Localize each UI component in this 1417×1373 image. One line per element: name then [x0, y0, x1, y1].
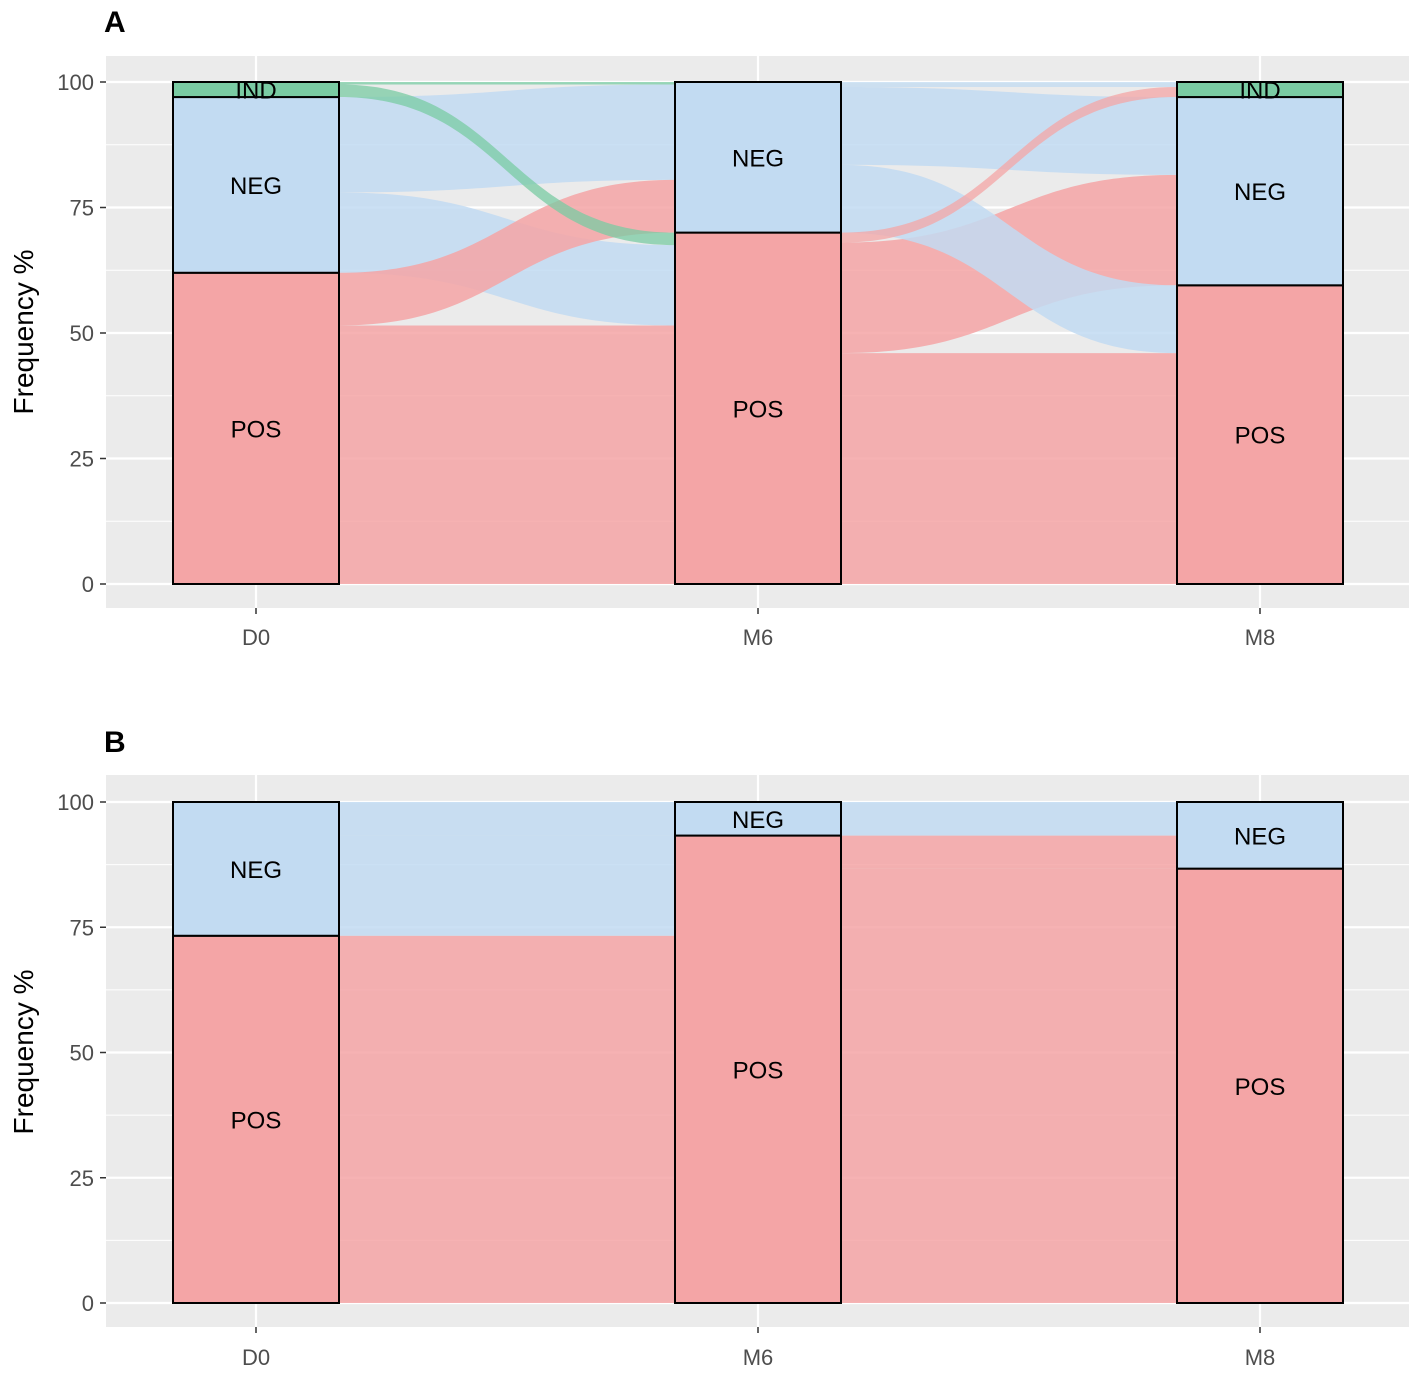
panel-b-x-tick-label-m8: M8: [1245, 1345, 1276, 1370]
panel-b-y-tick-label: 100: [57, 790, 94, 815]
panel-a-stratum-m8-ind: [1176, 81, 1344, 99]
panel-a-y-tick-label: 25: [70, 447, 94, 472]
panel-b-stratum-label-m6-pos: POS: [733, 1057, 784, 1084]
panel-a-strata: POS NEG IND POS NEG POS NEG IND: [172, 78, 1344, 585]
panel-a-y-tick-label: 50: [70, 321, 94, 346]
panel-a-stratum-m8-neg: [1176, 96, 1344, 287]
panel-a-flow-m6-pos-to-m8-pos: [841, 353, 1177, 584]
panel-a-stratum-d0-ind: [172, 81, 340, 99]
panel-b-x-ticks: D0 M6 M8: [242, 1327, 1275, 1370]
panel-b-label: B: [104, 726, 126, 759]
panel-b-stratum-m6-neg: [674, 801, 842, 837]
panel-b-y-axis-title: Frequency %: [8, 970, 39, 1135]
panel-a-x-tick-label-m6: M6: [743, 625, 774, 650]
panel-a-stratum-label-m8-pos: POS: [1235, 423, 1286, 450]
panel-a: A Frequency % POS NEG IND POS NEG POS NEG IND 0…: [8, 6, 1409, 650]
panel-a-stratum-label-m6-neg: NEG: [732, 145, 784, 172]
panel-b-flow-d0-neg-to-m6-pos: [339, 835, 675, 936]
panel-a-flow-m6-neg-to-m8-pos: [841, 164, 1177, 354]
panel-a-flow-d0-pos-to-m6-neg: [339, 179, 675, 326]
panel-a-stratum-label-d0-pos: POS: [231, 416, 282, 443]
panel-b-stratum-m8-neg: [1176, 801, 1344, 870]
panel-a-stratum-m6-pos: [674, 231, 842, 585]
panel-b-stratum-m8-pos: [1176, 867, 1344, 1304]
panel-a-flow-d0-pos-to-m6-pos: [339, 325, 675, 584]
panel-a-stratum-label-d0-ind: IND: [235, 78, 276, 105]
panel-b-stratum-label-d0-neg: NEG: [230, 857, 282, 884]
panel-a-label: A: [104, 6, 126, 39]
panel-b-stratum-m6-pos: [674, 834, 842, 1305]
panel-a-y-tick-label: 0: [82, 572, 94, 597]
panel-a-y-tick-label: 75: [70, 196, 94, 221]
panel-a-x-tick-label-m8: M8: [1245, 625, 1276, 650]
panel-b-stratum-label-m8-pos: POS: [1235, 1074, 1286, 1101]
panel-b-y-ticks: 0 25 50 75 100: [57, 790, 106, 1316]
panel-b-stratum-label-m6-neg: NEG: [732, 807, 784, 834]
panel-b-stratum-d0-neg: [172, 801, 340, 937]
panel-b-stratum-d0-pos: [172, 934, 340, 1305]
panel-b-flow-m6-pos-to-m8-pos: [841, 868, 1177, 1303]
panel-a-stratum-m8-pos: [1176, 284, 1344, 585]
panel-a-flow-d0-ind-to-m6-neg: [339, 82, 675, 85]
panel-a-stratum-label-m8-neg: NEG: [1234, 179, 1286, 206]
panel-b-y-tick-label: 75: [70, 915, 94, 940]
panel-a-stratum-label-d0-neg: NEG: [230, 173, 282, 200]
panel-a-flows: [339, 82, 1177, 584]
panel-b-y-tick-label: 0: [82, 1291, 94, 1316]
panel-b-flow-m6-neg-to-m8-neg: [841, 802, 1177, 836]
panel-b-flow-d0-neg-to-m6-neg: [339, 802, 675, 836]
panel-b-flow-d0-pos-to-m6-pos: [339, 935, 675, 1303]
panel-b-flow-m6-pos-to-m8-neg: [841, 835, 1177, 869]
panel-b-x-tick-label-d0: D0: [242, 1345, 270, 1370]
panel-b-y-tick-label: 25: [70, 1166, 94, 1191]
panel-a-stratum-label-m8-ind: IND: [1239, 78, 1280, 105]
panel-a-x-ticks: D0 M6 M8: [242, 608, 1275, 650]
panel-a-stratum-m6-neg: [674, 81, 842, 234]
panel-b-x-tick-label-m6: M6: [743, 1345, 774, 1370]
panel-b-strata: POS NEG POS NEG POS NEG: [172, 801, 1344, 1305]
panel-a-y-tick-label: 100: [57, 70, 94, 95]
panel-b-y-tick-label: 50: [70, 1041, 94, 1066]
panel-b-stratum-label-m8-neg: NEG: [1234, 823, 1286, 850]
panel-b: B Frequency % POS NEG POS NEG POS NEG 0 25 50 75…: [8, 726, 1409, 1370]
panel-a-flow-m6-pos-to-m8-ind: [841, 87, 1177, 243]
panel-a-y-ticks: 0 25 50 75 100: [57, 70, 106, 597]
panel-a-x-tick-label-d0: D0: [242, 625, 270, 650]
panel-a-flow-d0-ind-to-m6-pos: [339, 84, 675, 246]
panel-a-stratum-d0-pos: [172, 271, 340, 585]
panel-a-stratum-label-m6-pos: POS: [733, 396, 784, 423]
panel-a-y-axis-title: Frequency %: [8, 250, 39, 415]
panel-b-flows: [339, 802, 1177, 1303]
panel-a-flow-m6-neg-to-m8-ind: [841, 82, 1177, 88]
panel-b-stratum-label-d0-pos: POS: [231, 1107, 282, 1134]
